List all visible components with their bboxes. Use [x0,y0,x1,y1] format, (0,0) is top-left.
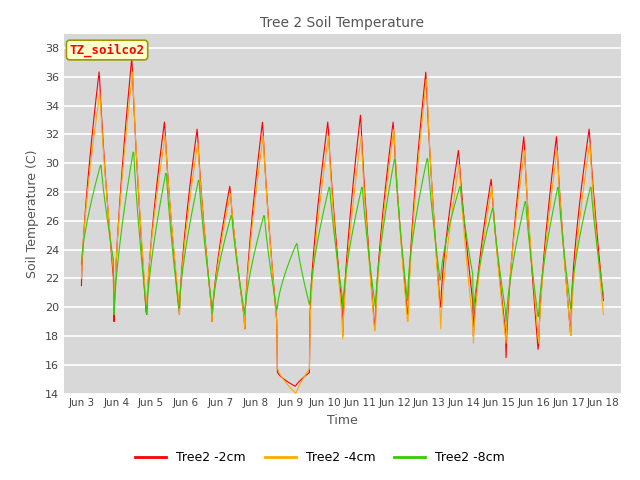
Tree2 -2cm [140,268,147,274]
Tree2 -8cm [281,271,289,277]
Tree2 -8cm [129,149,137,155]
Tree2 -2cm [291,384,299,389]
Y-axis label: Soil Temperature (C): Soil Temperature (C) [26,149,39,278]
Tree2 -2cm [427,162,435,168]
Tree2 -8cm [502,319,510,324]
Tree2 -2cm [281,377,289,383]
Tree2 -8cm [261,222,269,228]
Tree2 -4cm [140,263,147,268]
Tree2 -4cm [236,276,243,282]
Tree2 -4cm [261,169,269,175]
Tree2 -4cm [600,312,607,317]
Tree2 -8cm [236,276,243,282]
Text: TZ_soilco2: TZ_soilco2 [70,43,145,57]
Tree2 -4cm [397,243,405,249]
Tree2 -2cm [128,55,136,61]
Tree2 -8cm [426,184,434,190]
Tree2 -4cm [427,161,435,167]
Title: Tree 2 Soil Temperature: Tree 2 Soil Temperature [260,16,424,30]
Line: Tree2 -8cm: Tree2 -8cm [81,152,604,322]
Tree2 -4cm [77,276,85,281]
Tree2 -4cm [129,69,136,75]
Legend: Tree2 -2cm, Tree2 -4cm, Tree2 -8cm: Tree2 -2cm, Tree2 -4cm, Tree2 -8cm [130,446,510,469]
Tree2 -2cm [261,167,269,173]
Tree2 -8cm [140,276,147,282]
Tree2 -8cm [77,261,85,267]
Tree2 -2cm [600,298,607,303]
Tree2 -4cm [281,379,289,384]
Tree2 -2cm [397,240,405,245]
Tree2 -2cm [77,283,85,288]
Line: Tree2 -2cm: Tree2 -2cm [81,58,604,386]
Tree2 -8cm [397,229,404,235]
Tree2 -4cm [292,391,300,396]
Line: Tree2 -4cm: Tree2 -4cm [81,72,604,394]
Tree2 -2cm [236,276,243,282]
X-axis label: Time: Time [327,414,358,427]
Tree2 -8cm [600,292,607,298]
